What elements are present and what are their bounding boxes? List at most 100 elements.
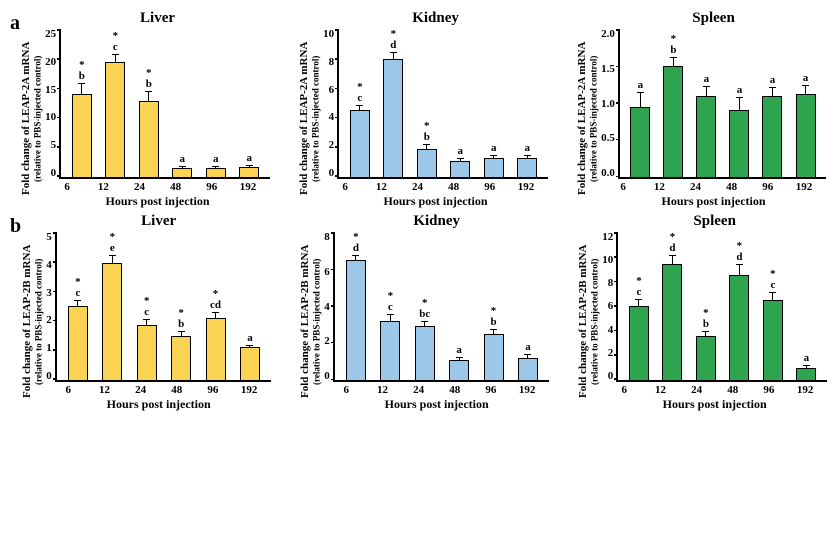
y-tick-label: 2 bbox=[608, 348, 614, 359]
error-bar bbox=[355, 255, 356, 260]
x-tick-label: 12 bbox=[364, 384, 400, 396]
error-bar bbox=[527, 155, 528, 158]
bar-annotation: * c bbox=[144, 296, 150, 318]
error-bar bbox=[706, 86, 707, 96]
bar-group: * b bbox=[689, 232, 722, 380]
bar bbox=[350, 110, 370, 177]
bar bbox=[630, 107, 650, 177]
error-bar bbox=[426, 144, 427, 148]
y-tick-label: 25 bbox=[45, 29, 56, 40]
error-bar bbox=[460, 158, 461, 161]
plot-wrap: 2.01.51.00.50.0a* baaaa bbox=[601, 29, 826, 179]
x-axis-label: Hours post injection bbox=[601, 194, 826, 209]
bar bbox=[796, 94, 816, 177]
error-bar bbox=[249, 345, 250, 348]
panel-title: Kidney bbox=[323, 10, 548, 27]
bar-group: * b bbox=[164, 232, 198, 380]
x-tick-label: 12 bbox=[642, 384, 678, 396]
y-tick-marks bbox=[331, 232, 335, 380]
bar-group: * cd bbox=[198, 232, 232, 380]
bar bbox=[517, 158, 537, 177]
bar-annotation: * d bbox=[736, 241, 742, 263]
error-bar bbox=[249, 165, 250, 167]
bar-annotation: * cd bbox=[210, 289, 221, 311]
y-axis-label: Fold change of LEAP-2B mRNA(relative to … bbox=[299, 213, 324, 412]
panel-liver: Fold change of LEAP-2B mRNA(relative to … bbox=[21, 213, 271, 412]
figure-row-b: bFold change of LEAP-2B mRNA(relative to… bbox=[10, 213, 817, 412]
bar-group: a bbox=[199, 29, 232, 177]
bar-annotation: * d bbox=[669, 232, 675, 254]
y-tick-label: 1.0 bbox=[601, 99, 615, 110]
bar bbox=[762, 96, 782, 177]
bar bbox=[206, 168, 226, 177]
bar-annotation: * c bbox=[357, 82, 363, 104]
y-tick-label: 6 bbox=[608, 301, 614, 312]
bar bbox=[172, 168, 192, 177]
figure-root: a Fold change of LEAP-2A mRNA(relative to… bbox=[10, 10, 817, 412]
bar-annotation: * d bbox=[353, 232, 359, 254]
bar-group: a bbox=[789, 29, 822, 177]
y-tick-label: 2 bbox=[46, 315, 52, 326]
error-bar bbox=[805, 85, 806, 95]
x-tick-label: 192 bbox=[787, 384, 823, 396]
x-tick-label: 6 bbox=[605, 181, 641, 193]
bar-group: * c bbox=[130, 232, 164, 380]
bar-group: * bc bbox=[408, 232, 442, 380]
x-tick-label: 6 bbox=[327, 181, 363, 193]
chart-area: Liver543210* c* e* c* b* cda612244896192… bbox=[46, 213, 271, 412]
y-tick-label: 4 bbox=[46, 260, 52, 271]
x-ticks: 612244896192 bbox=[323, 179, 548, 193]
bar-annotation: a bbox=[247, 153, 253, 164]
y-tick-label: 6 bbox=[329, 85, 335, 96]
y-tick-label: 0.5 bbox=[601, 133, 615, 144]
x-tick-label: 96 bbox=[472, 181, 508, 193]
x-tick-label: 24 bbox=[123, 384, 159, 396]
error-bar bbox=[527, 354, 528, 358]
error-bar bbox=[638, 299, 639, 306]
plot: * c* d* b* d* ca bbox=[616, 232, 827, 382]
bar-annotation: a bbox=[456, 345, 462, 356]
bar bbox=[449, 360, 469, 380]
y-tick-label: 10 bbox=[45, 112, 56, 123]
x-tick-label: 48 bbox=[437, 384, 473, 396]
x-tick-label: 12 bbox=[86, 384, 122, 396]
bar-annotation: * b bbox=[490, 306, 496, 328]
x-tick-label: 192 bbox=[509, 384, 545, 396]
bar-group: * e bbox=[95, 232, 129, 380]
error-bar bbox=[739, 97, 740, 110]
bar bbox=[484, 334, 504, 380]
y-axis-label: Fold change of LEAP-2B mRNA(relative to … bbox=[577, 213, 602, 412]
y-tick-label: 1.5 bbox=[601, 64, 615, 75]
x-tick-label: 12 bbox=[641, 181, 677, 193]
bar bbox=[518, 358, 538, 380]
panel-title: Kidney bbox=[324, 213, 549, 230]
error-bar bbox=[215, 312, 216, 318]
y-tick-label: 10 bbox=[602, 255, 613, 266]
bar-group: * b bbox=[132, 29, 165, 177]
chart-area: Spleen121086420* c* d* b* d* ca612244896… bbox=[602, 213, 827, 412]
bar-annotation: * bc bbox=[419, 298, 430, 320]
bar-annotation: a bbox=[213, 154, 219, 165]
chart-area: Spleen2.01.51.00.50.0a* baaaa61224489619… bbox=[601, 10, 826, 209]
panel-kidney: Fold change of LEAP-2A mRNA(relative to … bbox=[298, 10, 548, 209]
bar-group: * c bbox=[343, 29, 376, 177]
y-axis-label: Fold change of LEAP-2A mRNA(relative to … bbox=[298, 10, 323, 209]
bar-group: a bbox=[790, 232, 823, 380]
plot: * d* c* bca* ba bbox=[333, 232, 549, 382]
bar bbox=[346, 260, 366, 380]
x-tick-label: 24 bbox=[677, 181, 713, 193]
x-ticks: 612244896192 bbox=[602, 382, 827, 396]
x-tick-label: 48 bbox=[159, 384, 195, 396]
y-tick-label: 8 bbox=[329, 57, 335, 68]
y-tick-label: 1 bbox=[46, 343, 52, 354]
bar bbox=[662, 264, 682, 380]
x-tick-label: 192 bbox=[786, 181, 822, 193]
bar bbox=[796, 368, 816, 380]
x-tick-label: 192 bbox=[230, 181, 266, 193]
plot: a* baaaa bbox=[618, 29, 826, 179]
y-tick-label: 15 bbox=[45, 85, 56, 96]
chart-area: Liver2520151050* b* c* baaa612244896192H… bbox=[45, 10, 270, 209]
x-tick-label: 24 bbox=[121, 181, 157, 193]
x-tick-label: 48 bbox=[436, 181, 472, 193]
bar-group: * d bbox=[656, 232, 689, 380]
